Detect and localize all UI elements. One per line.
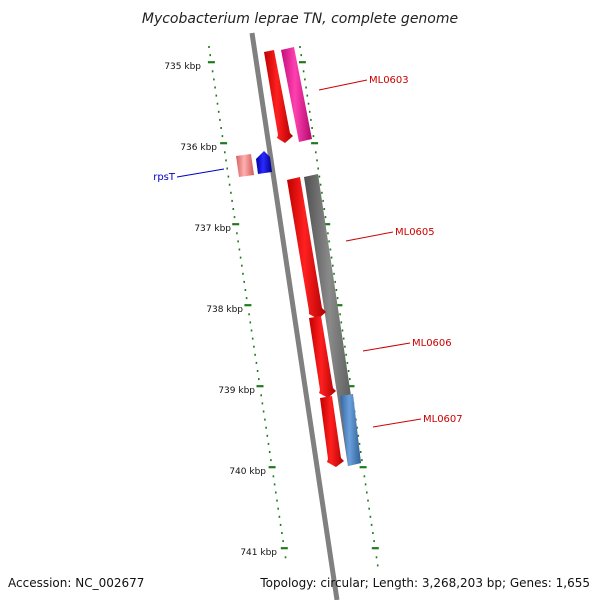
tick-label-738: 738 kbp xyxy=(206,305,243,315)
gene-feature-ml0603[interactable] xyxy=(281,47,312,142)
tick-label-741: 741 kbp xyxy=(240,548,277,558)
tick-marks-right xyxy=(298,46,379,567)
gene-label-rpst[interactable]: rpsT xyxy=(153,172,176,183)
gene-feature-ml0606[interactable] xyxy=(309,316,336,398)
gene-feature-rpst-pink[interactable] xyxy=(236,154,254,177)
callout-ml0607 xyxy=(372,418,422,428)
callout-ml0606 xyxy=(362,342,411,352)
tick-label-740: 740 kbp xyxy=(229,467,266,477)
gene-label-ml0603[interactable]: ML0603 xyxy=(369,75,409,86)
tick-label-739: 739 kbp xyxy=(218,386,255,396)
gene-feature-rpst[interactable] xyxy=(256,151,272,174)
callout-rpst xyxy=(176,168,225,178)
accession-label: Accession: NC_002677 xyxy=(8,576,145,590)
map-title: Mycobacterium leprae TN, complete genome xyxy=(142,11,458,27)
callout-ml0605 xyxy=(345,231,394,242)
callout-ml0603 xyxy=(318,79,368,91)
gene-feature-ml0605[interactable] xyxy=(287,177,326,319)
gene-feature-gray[interactable] xyxy=(304,174,361,466)
genome-stats-label: Topology: circular; Length: 3,268,203 bp… xyxy=(260,576,590,590)
tick-marks-left xyxy=(207,46,288,559)
gene-feature-steel[interactable] xyxy=(340,394,361,466)
gene-feature-ml0607[interactable] xyxy=(320,396,344,467)
tick-label-736: 736 kbp xyxy=(180,143,217,153)
gene-label-ml0605[interactable]: ML0605 xyxy=(395,227,435,238)
gene-label-ml0606[interactable]: ML0606 xyxy=(412,338,452,349)
gene-feature-ml0602[interactable] xyxy=(264,50,293,143)
tick-label-737: 737 kbp xyxy=(194,224,231,234)
backbone-line xyxy=(249,32,340,600)
gene-label-ml0607[interactable]: ML0607 xyxy=(423,414,463,425)
tick-label-735: 735 kbp xyxy=(164,62,201,72)
